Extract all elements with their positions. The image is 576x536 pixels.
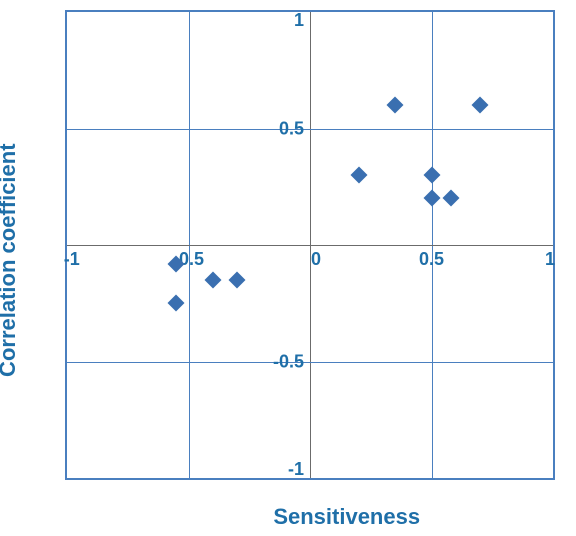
x-tick-label: 0 [311, 249, 321, 270]
data-point [350, 167, 367, 184]
y-tick-label: 0.5 [279, 118, 304, 139]
x-tick-label: -1 [64, 249, 80, 270]
data-point [472, 97, 489, 114]
scatter-chart: Correlation coefficient Sensitiveness -1… [0, 0, 576, 536]
gridline-horizontal [67, 129, 553, 130]
x-axis-title: Sensitiveness [273, 504, 420, 530]
data-point [442, 190, 459, 207]
gridline-horizontal [67, 362, 553, 363]
plot-area: -1-0.500.51-1-0.50.51 [65, 10, 555, 480]
data-point [423, 167, 440, 184]
data-point [229, 271, 246, 288]
x-tick-label: 1 [545, 249, 555, 270]
x-tick-label: 0.5 [419, 249, 444, 270]
data-point [387, 97, 404, 114]
y-tick-label: 1 [294, 10, 304, 31]
data-point [204, 271, 221, 288]
zero-axis-horizontal [67, 245, 553, 246]
y-tick-label: -1 [288, 459, 304, 480]
y-axis-title: Correlation coefficient [0, 143, 21, 376]
y-tick-label: -0.5 [273, 351, 304, 372]
data-point [423, 190, 440, 207]
data-point [168, 295, 185, 312]
